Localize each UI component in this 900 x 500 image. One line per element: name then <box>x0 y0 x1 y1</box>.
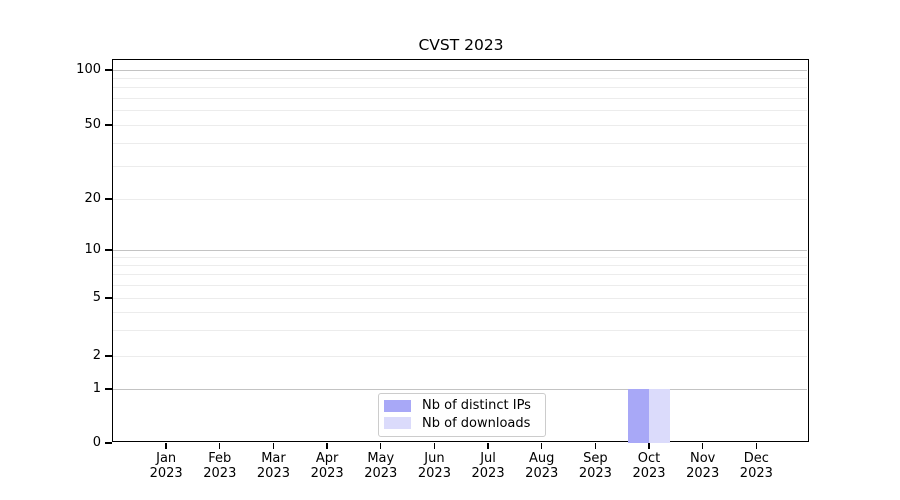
x-axis-tick <box>541 443 543 449</box>
minor-gridline <box>113 87 808 89</box>
x-axis-tick <box>701 443 704 449</box>
minor-gridline <box>113 264 808 266</box>
y-axis-tick <box>105 124 112 126</box>
legend-item-downloads: Nb of downloads <box>384 415 537 433</box>
x-tick-label: Oct 2023 <box>632 450 666 482</box>
x-tick-label: Mar 2023 <box>256 450 290 482</box>
minor-gridline <box>113 355 808 357</box>
y-tick-label: 0 <box>92 435 101 450</box>
minor-gridline <box>113 165 808 167</box>
y-axis-tick <box>105 388 112 390</box>
y-tick-label: 50 <box>84 117 101 132</box>
minor-gridline <box>113 311 808 313</box>
y-tick-label: 20 <box>84 191 101 206</box>
x-axis-tick <box>755 443 758 449</box>
legend-swatch-distinct-ips <box>384 399 411 412</box>
x-tick-label: Dec 2023 <box>739 450 773 482</box>
minor-gridline <box>113 274 808 276</box>
major-gridline <box>113 388 808 390</box>
bar-distinct-ips <box>628 389 650 443</box>
legend: Nb of distinct IPs Nb of downloads <box>378 392 546 437</box>
major-gridline <box>113 249 808 251</box>
x-axis-tick <box>648 443 650 449</box>
y-tick-label: 5 <box>92 290 101 305</box>
y-tick-label: 10 <box>84 242 101 257</box>
x-tick-label: Sep 2023 <box>578 450 612 482</box>
bar-downloads <box>649 389 671 443</box>
minor-gridline <box>113 97 808 99</box>
x-axis-tick <box>326 443 328 449</box>
x-tick-label: Jul 2023 <box>471 450 505 482</box>
minor-gridline <box>113 256 808 258</box>
y-axis-tick <box>105 198 112 200</box>
minor-gridline <box>113 198 808 200</box>
y-axis-tick <box>105 297 112 299</box>
minor-gridline <box>113 284 808 286</box>
x-axis-tick <box>272 443 275 449</box>
y-tick-label: 2 <box>92 348 101 363</box>
x-axis-tick <box>487 443 489 449</box>
x-axis-tick <box>165 443 167 449</box>
minor-gridline <box>113 110 808 112</box>
x-axis-tick <box>594 443 597 449</box>
y-axis-tick <box>105 249 112 251</box>
y-tick-label: 100 <box>76 62 101 77</box>
minor-gridline <box>113 77 808 79</box>
x-tick-label: Apr 2023 <box>310 450 344 482</box>
x-axis-tick <box>433 443 436 449</box>
minor-gridline <box>113 329 808 331</box>
legend-item-distinct-ips: Nb of distinct IPs <box>384 397 537 415</box>
y-axis-tick <box>105 355 112 357</box>
legend-label-distinct-ips: Nb of distinct IPs <box>422 398 531 414</box>
minor-gridline <box>113 142 808 144</box>
x-tick-label: Jan 2023 <box>149 450 183 482</box>
legend-swatch-downloads <box>384 417 411 430</box>
y-tick-label: 1 <box>92 381 101 396</box>
legend-label-downloads: Nb of downloads <box>422 415 531 431</box>
major-gridline <box>113 69 808 71</box>
x-axis-tick <box>219 443 221 449</box>
y-axis-tick <box>105 442 112 444</box>
x-axis-tick <box>380 443 382 449</box>
x-tick-label: May 2023 <box>364 450 398 482</box>
x-tick-label: Feb 2023 <box>203 450 237 482</box>
minor-gridline <box>113 297 808 299</box>
x-tick-label: Jun 2023 <box>417 450 451 482</box>
x-tick-label: Aug 2023 <box>525 450 559 482</box>
y-axis-tick <box>105 69 112 71</box>
chart-title: CVST 2023 <box>418 36 504 54</box>
minor-gridline <box>113 124 808 126</box>
x-tick-label: Nov 2023 <box>686 450 720 482</box>
